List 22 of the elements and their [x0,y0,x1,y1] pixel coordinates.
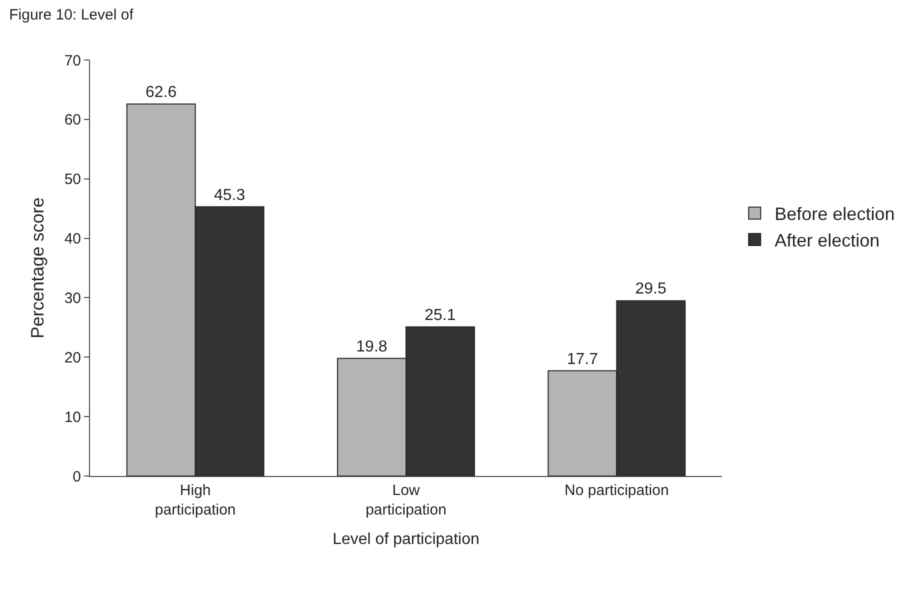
data-label: 17.7 [566,350,598,368]
data-label: 25.1 [424,306,456,324]
y-tick-label: 70 [64,52,81,70]
legend-label: After election [774,230,880,251]
chart-title: Figure 10: Level of [9,6,134,24]
data-label: 29.5 [635,280,667,298]
y-tick-label: 50 [64,171,81,188]
y-tick-label: 30 [64,290,81,307]
data-label: 45.3 [214,186,246,204]
legend-label: Before election [774,204,895,224]
y-tick-label: 0 [72,468,81,486]
x-tick-label: No participation [564,482,669,499]
data-label: 19.8 [356,338,388,356]
x-tick-label: High participation [154,482,236,518]
y-tick-label: 10 [64,408,81,426]
y-tick-label: 20 [64,349,81,366]
x-tick-label: Low participation [366,482,446,518]
y-tick-label: 60 [64,112,81,129]
y-tick-label: 40 [64,230,81,248]
y-axis-title: Percentage score [28,197,48,339]
data-label: 62.6 [145,84,177,101]
x-axis-title: Level of participation [332,531,480,548]
